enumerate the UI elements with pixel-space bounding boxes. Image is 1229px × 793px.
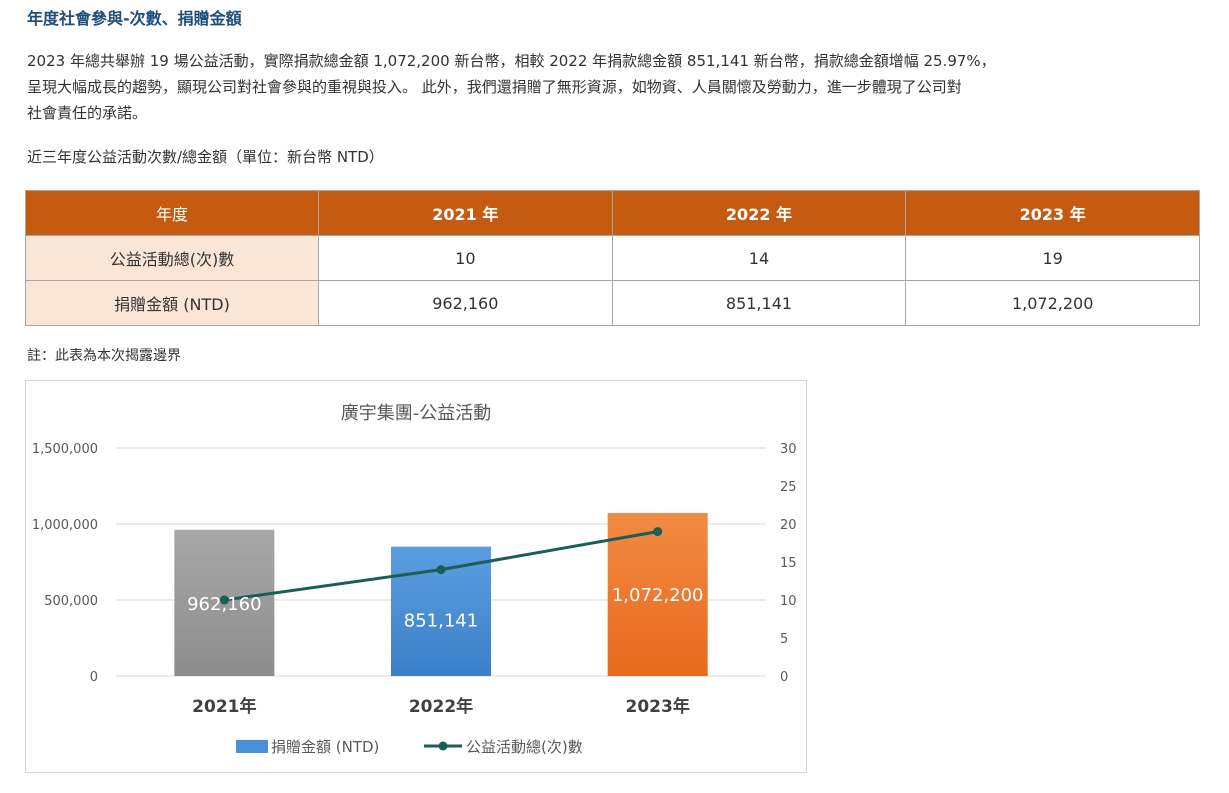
x-category-label: 2021年 [192, 696, 256, 717]
chart-title: 廣宇集團-公益活動 [341, 403, 492, 424]
table-caption: 近三年度公益活動次數/總金額（單位：新台幣 NTD） [27, 148, 384, 166]
table-header-year-label: 年度 [25, 190, 319, 236]
stats-table: 年度 2021 年 2022 年 2023 年 公益活動總(次)數 10 14 … [25, 190, 1200, 326]
table-header-2021: 2021 年 [318, 190, 613, 236]
bar-data-label: 962,160 [187, 594, 261, 615]
y-right-tick-label: 10 [780, 594, 797, 609]
legend-bar-label: 捐贈金額 (NTD) [271, 738, 379, 756]
table-header-row: 年度 2021 年 2022 年 2023 年 [25, 190, 1200, 236]
table-cell: 851,141 [611, 280, 907, 326]
x-category-label: 2023年 [626, 696, 690, 717]
table-row: 捐贈金額 (NTD) 962,160 851,141 1,072,200 [25, 280, 1200, 326]
y-right-tick-label: 20 [780, 518, 797, 533]
chart-frame: 廣宇集團-公益活動 0 500,000 1,000,000 1,500,000 0 5 1… [25, 380, 807, 773]
table-cell: 962,160 [318, 280, 613, 326]
table-header-2022: 2022 年 [611, 190, 907, 236]
legend-line-label: 公益活動總(次)數 [466, 738, 583, 756]
combo-chart: 廣宇集團-公益活動 0 500,000 1,000,000 1,500,000 0 5 1… [32, 403, 797, 756]
y-right-tick-label: 15 [780, 556, 797, 571]
bar-2023年 [607, 513, 708, 676]
y-right-tick-label: 0 [780, 670, 788, 685]
activity-count-point [653, 527, 663, 537]
table-row: 公益活動總(次)數 10 14 19 [25, 235, 1200, 281]
intro-paragraph: 2023 年總共舉辦 19 場公益活動，實際捐款總金額 1,072,200 新台… [27, 48, 1197, 126]
table-header-2023: 2023 年 [905, 190, 1200, 236]
page-title: 年度社會參與-次數、捐贈金額 [27, 9, 242, 28]
x-category-label: 2022年 [409, 696, 473, 717]
y-right-tick-label: 25 [780, 480, 797, 495]
intro-line: 社會責任的承諾。 [27, 104, 148, 122]
y-left-tick-label: 0 [90, 670, 98, 685]
table-note: 註：此表為本次揭露邊界 [27, 348, 181, 364]
activity-count-point [219, 595, 229, 605]
intro-line: 呈現大幅成長的趨勢，顯現公司對社會參與的重視與投入。 此外，我們還捐贈了無形資源… [27, 78, 962, 96]
bar-data-label: 1,072,200 [612, 585, 704, 606]
y-left-tick-label: 1,500,000 [32, 442, 98, 457]
table-cell: 19 [905, 235, 1200, 281]
intro-line: 2023 年總共舉辦 19 場公益活動，實際捐款總金額 1,072,200 新台… [27, 52, 996, 70]
row-label-activity-count: 公益活動總(次)數 [25, 235, 319, 281]
table-cell: 14 [611, 235, 907, 281]
y-right-tick-label: 5 [780, 632, 788, 647]
legend-line-marker [438, 741, 448, 751]
legend-bar-swatch [236, 740, 268, 753]
table-cell: 1,072,200 [905, 280, 1200, 326]
table-cell: 10 [318, 235, 613, 281]
y-right-tick-label: 30 [780, 442, 797, 457]
y-left-tick-label: 1,000,000 [32, 518, 98, 533]
y-left-tick-label: 500,000 [44, 594, 98, 609]
activity-count-point [436, 565, 446, 575]
row-label-donation-amount: 捐贈金額 (NTD) [25, 280, 319, 326]
bar-data-label: 851,141 [404, 611, 478, 632]
